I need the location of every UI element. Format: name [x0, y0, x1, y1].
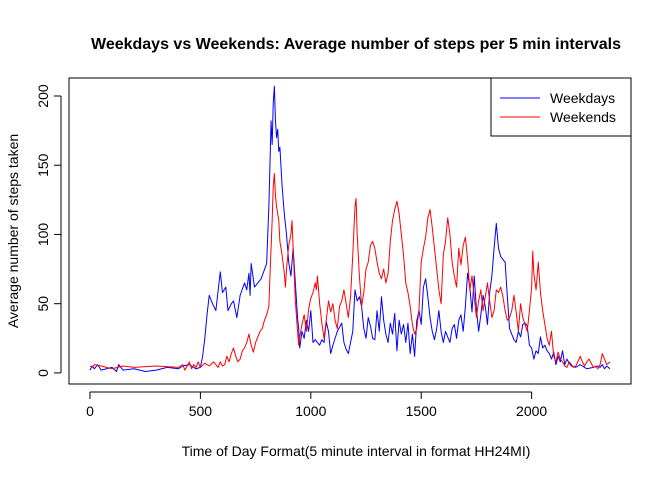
y-tick-label: 50 — [35, 296, 51, 312]
series-line-weekdays — [89, 85, 611, 373]
series-layer — [89, 85, 611, 373]
x-tick-label: 1500 — [406, 403, 437, 419]
y-tick-label: 200 — [35, 84, 51, 108]
x-tick-label: 2000 — [516, 403, 547, 419]
y-axis-label: Average number of steps taken — [5, 134, 21, 328]
x-tick-label: 0 — [86, 403, 94, 419]
x-axis-label: Time of Day Format(5 minute interval in … — [182, 443, 531, 459]
x-axis: 0 500 1000 1500 2000 — [86, 391, 547, 419]
series-line-weekends — [89, 173, 611, 371]
x-tick-label: 1000 — [295, 403, 326, 419]
y-tick-label: 0 — [35, 369, 51, 377]
legend: Weekdays Weekends — [490, 77, 632, 137]
y-tick-label: 100 — [35, 223, 51, 247]
legend-label-weekdays: Weekdays — [550, 90, 615, 106]
x-tick-label: 500 — [189, 403, 213, 419]
y-axis: 0 50 100 150 200 — [35, 84, 62, 377]
plot-frame — [68, 77, 632, 385]
chart-title: Weekdays vs Weekends: Average number of … — [91, 36, 621, 53]
y-tick-label: 150 — [35, 153, 51, 177]
legend-label-weekends: Weekends — [550, 109, 616, 125]
legend-box — [490, 77, 632, 137]
